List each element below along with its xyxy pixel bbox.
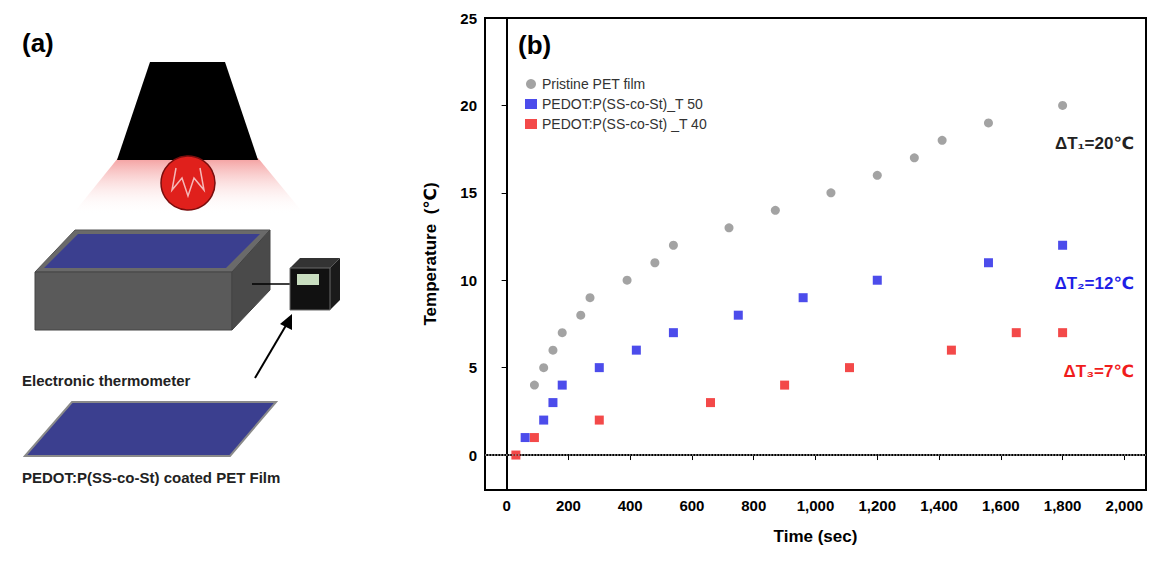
- svg-text:2,000: 2,000: [1106, 497, 1144, 514]
- svg-text:10: 10: [460, 272, 477, 289]
- svg-text:200: 200: [556, 497, 581, 514]
- svg-text:ΔT₃=7℃: ΔT₃=7℃: [1064, 362, 1134, 381]
- svg-text:1,600: 1,600: [982, 497, 1020, 514]
- svg-text:1,200: 1,200: [859, 497, 897, 514]
- svg-text:0: 0: [502, 497, 510, 514]
- svg-text:PEDOT:P(SS-co-St) coated PET F: PEDOT:P(SS-co-St) coated PET Film: [22, 469, 280, 486]
- svg-text:1,800: 1,800: [1044, 497, 1082, 514]
- svg-text:Pristine PET film: Pristine PET film: [542, 76, 645, 92]
- svg-text:(b): (b): [518, 30, 551, 60]
- svg-text:Temperature (℃): Temperature (℃): [421, 182, 440, 325]
- svg-text:5: 5: [469, 359, 477, 376]
- svg-text:(a): (a): [22, 28, 54, 58]
- svg-text:20: 20: [460, 97, 477, 114]
- svg-text:PEDOT:P(SS-co-St) _T 40: PEDOT:P(SS-co-St) _T 40: [542, 116, 707, 132]
- svg-text:600: 600: [679, 497, 704, 514]
- svg-text:800: 800: [741, 497, 766, 514]
- svg-text:ΔT₁=20℃: ΔT₁=20℃: [1055, 134, 1134, 153]
- svg-text:1,400: 1,400: [920, 497, 958, 514]
- svg-text:Electronic thermometer: Electronic thermometer: [22, 372, 191, 389]
- svg-text:25: 25: [460, 10, 477, 27]
- svg-text:ΔT₂=12℃: ΔT₂=12℃: [1054, 274, 1134, 293]
- svg-text:0: 0: [469, 447, 477, 464]
- svg-text:400: 400: [618, 497, 643, 514]
- svg-text:15: 15: [460, 184, 477, 201]
- svg-text:Time (sec): Time (sec): [774, 527, 858, 546]
- svg-text:PEDOT:P(SS-co-St)_T 50: PEDOT:P(SS-co-St)_T 50: [542, 96, 703, 112]
- svg-text:1,000: 1,000: [797, 497, 835, 514]
